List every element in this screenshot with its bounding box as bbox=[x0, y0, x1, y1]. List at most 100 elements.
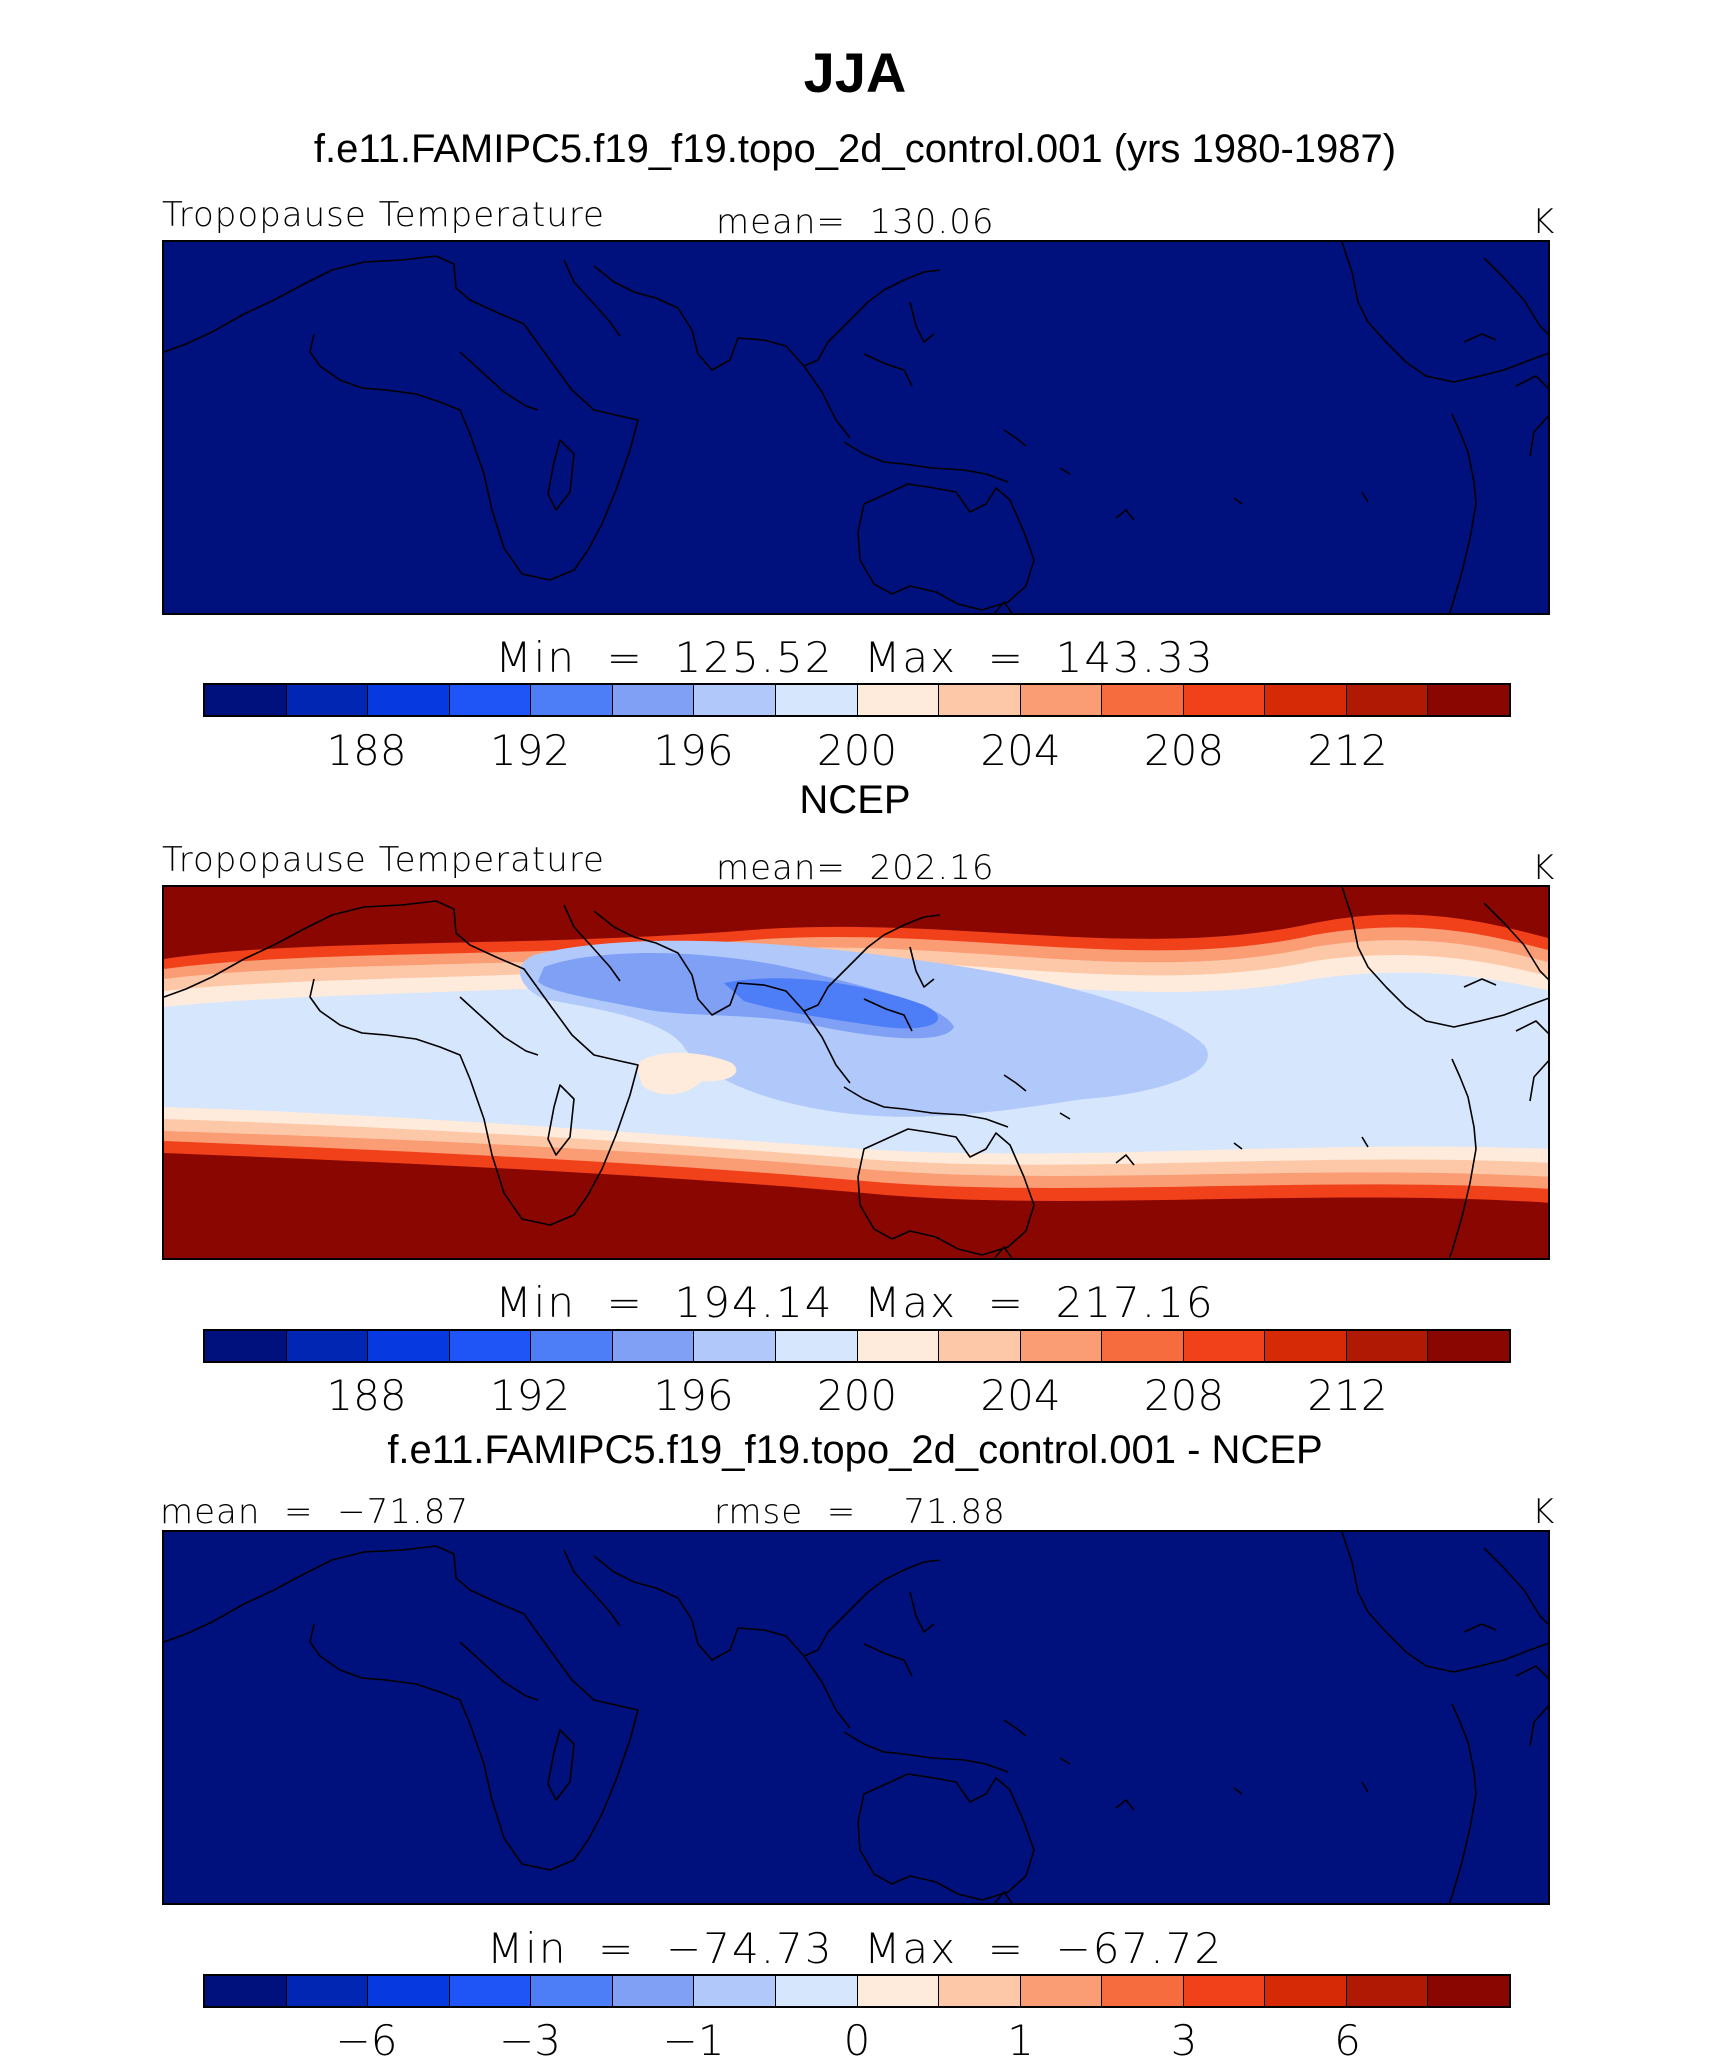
colorbar-swatch bbox=[694, 685, 776, 715]
coastline bbox=[1529, 1705, 1548, 1747]
coastline bbox=[459, 1641, 539, 1701]
panel1-variable-label: Tropopause Temperature bbox=[162, 195, 605, 235]
panel1-title: f.e11.FAMIPC5.f19_f19.topo_2d_control.00… bbox=[313, 127, 1397, 171]
colorbar-swatch bbox=[1020, 685, 1103, 715]
colorbar-swatch bbox=[1265, 1331, 1347, 1361]
colorbar-swatch bbox=[1346, 685, 1429, 715]
coastline bbox=[1341, 1532, 1548, 1673]
coastline bbox=[1341, 887, 1548, 1028]
coastline bbox=[1059, 1112, 1071, 1120]
panel2-colorbar bbox=[203, 1329, 1511, 1363]
colorbar-swatch bbox=[368, 1331, 450, 1361]
colorbar-tick-label: 196 bbox=[653, 1371, 734, 1420]
coastline bbox=[993, 601, 1013, 613]
colorbar-tick-label: −6 bbox=[335, 2016, 398, 2065]
coastline bbox=[1059, 467, 1071, 475]
coastline bbox=[1463, 978, 1497, 988]
panel2-title: NCEP bbox=[799, 778, 911, 822]
colorbar-tick-label: 200 bbox=[816, 726, 898, 775]
colorbar-swatch bbox=[775, 1331, 858, 1361]
coastline bbox=[1483, 902, 1548, 981]
coastline bbox=[803, 1655, 851, 1729]
colorbar-swatch bbox=[1183, 1976, 1266, 2006]
coastline bbox=[1233, 497, 1243, 505]
coastline bbox=[1059, 1757, 1071, 1765]
coastline bbox=[164, 255, 639, 581]
coastline bbox=[593, 1555, 941, 1661]
coastline bbox=[1233, 1787, 1243, 1795]
panel3-title: f.e11.FAMIPC5.f19_f19.topo_2d_control.00… bbox=[387, 1428, 1323, 1472]
coastline bbox=[1483, 257, 1548, 336]
coastline bbox=[843, 1731, 1009, 1773]
colorbar-swatch bbox=[1346, 1331, 1429, 1361]
coastline bbox=[1448, 1703, 1477, 1903]
panel3-minmax: Min = −74.73 Max = −67.72 bbox=[486, 1924, 1224, 1973]
coastline bbox=[1515, 1665, 1548, 1680]
colorbar-swatch bbox=[368, 1976, 450, 2006]
colorbar-swatch bbox=[775, 685, 858, 715]
coastline bbox=[863, 353, 913, 387]
coastline bbox=[1448, 413, 1477, 613]
coastline bbox=[547, 439, 575, 511]
colorbar-tick-label: 188 bbox=[326, 726, 407, 775]
colorbar-tick-label: 204 bbox=[980, 726, 1061, 775]
coastline bbox=[909, 1591, 935, 1633]
colorbar-swatch bbox=[1102, 1976, 1184, 2006]
colorbar-swatch bbox=[775, 1976, 858, 2006]
figure-title: JJA bbox=[803, 41, 907, 104]
colorbar-tick-label: 212 bbox=[1307, 726, 1388, 775]
panel2-units-label: K bbox=[1532, 848, 1556, 888]
coastline bbox=[1483, 1547, 1548, 1626]
colorbar-swatch bbox=[205, 1976, 287, 2006]
coastline bbox=[459, 351, 539, 411]
coastline bbox=[547, 1729, 575, 1801]
coastline bbox=[857, 1128, 1035, 1256]
panel2-map bbox=[162, 885, 1550, 1260]
colorbar-swatch bbox=[1102, 685, 1184, 715]
coastline bbox=[563, 904, 621, 982]
coastline bbox=[863, 1643, 913, 1677]
colorbar-swatch bbox=[1183, 1331, 1266, 1361]
colorbar-tick-label: 208 bbox=[1143, 726, 1225, 775]
coastline bbox=[909, 301, 935, 343]
colorbar-swatch bbox=[1428, 685, 1509, 715]
colorbar-tick-label: 192 bbox=[489, 726, 571, 775]
panel2-minmax: Min = 194.14 Max = 217.16 bbox=[495, 1278, 1215, 1327]
coastline bbox=[593, 910, 941, 1016]
colorbar-tick-label: 196 bbox=[653, 726, 734, 775]
coastline bbox=[1463, 1623, 1497, 1633]
coastline bbox=[593, 265, 941, 371]
colorbar-swatch bbox=[449, 1331, 532, 1361]
coastline bbox=[164, 1545, 639, 1871]
coastline bbox=[843, 1086, 1009, 1128]
colorbar-swatch bbox=[857, 1331, 940, 1361]
colorbar-swatch bbox=[531, 685, 613, 715]
colorbar-tick-label: 200 bbox=[816, 1371, 898, 1420]
colorbar-swatch bbox=[449, 685, 532, 715]
colorbar-tick-label: 212 bbox=[1307, 1371, 1388, 1420]
coastline bbox=[1463, 333, 1497, 343]
coastline bbox=[1529, 1060, 1548, 1102]
colorbar-swatch bbox=[449, 1976, 532, 2006]
colorbar-swatch bbox=[1346, 1976, 1429, 2006]
panel3-units-label: K bbox=[1532, 1492, 1556, 1532]
colorbar-swatch bbox=[1020, 1331, 1103, 1361]
colorbar-swatch bbox=[368, 685, 450, 715]
coastline bbox=[1515, 375, 1548, 390]
coastline bbox=[1361, 491, 1369, 503]
colorbar-tick-label: 192 bbox=[489, 1371, 571, 1420]
contour-fill bbox=[724, 978, 939, 1029]
panel1-units-label: K bbox=[1532, 202, 1556, 242]
colorbar-swatch bbox=[1020, 1976, 1103, 2006]
colorbar-tick-label: 3 bbox=[1170, 2016, 1198, 2065]
panel3-map bbox=[162, 1530, 1550, 1905]
colorbar-swatch bbox=[1265, 1976, 1347, 2006]
panel3-colorbar bbox=[203, 1974, 1511, 2008]
contour-fill bbox=[164, 242, 1548, 613]
colorbar-swatch bbox=[531, 1976, 613, 2006]
coastline bbox=[1115, 1799, 1135, 1811]
coastline bbox=[857, 1773, 1035, 1901]
coastline bbox=[803, 1010, 851, 1084]
colorbar-swatch bbox=[531, 1331, 613, 1361]
panel2-variable-label: Tropopause Temperature bbox=[162, 840, 605, 880]
